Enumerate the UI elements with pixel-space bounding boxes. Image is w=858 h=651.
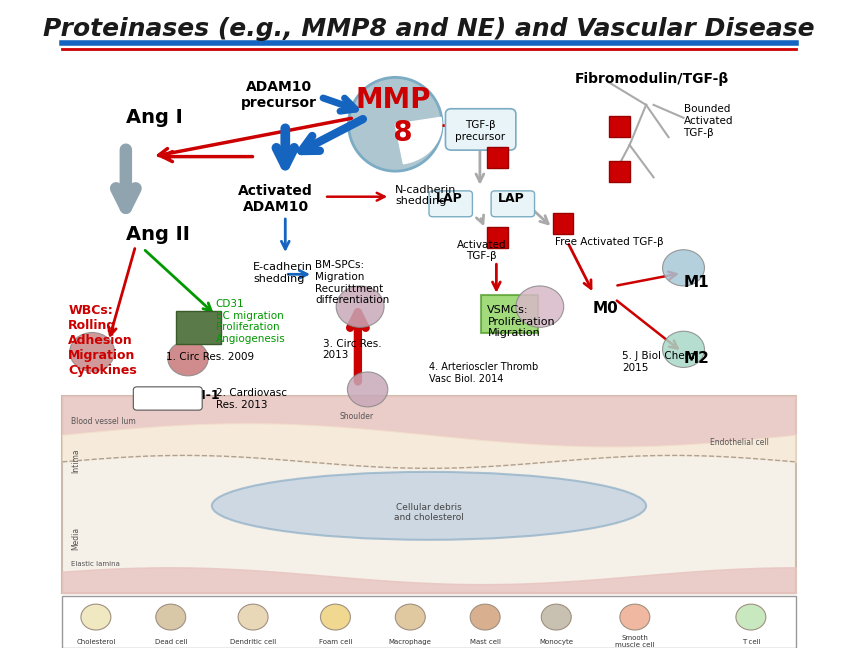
Text: Shoulder: Shoulder [339, 412, 373, 421]
Bar [481, 295, 538, 333]
Text: Dendritic cell: Dendritic cell [230, 639, 276, 644]
Text: Ang I: Ang I [126, 108, 183, 128]
Text: Cellular debris
and cholesterol: Cellular debris and cholesterol [394, 503, 464, 522]
Text: Foam cell: Foam cell [318, 639, 352, 644]
Text: Bounded
Activated
TGF-β: Bounded Activated TGF-β [684, 104, 733, 137]
Circle shape [81, 604, 111, 630]
Bar [63, 596, 795, 648]
Text: Cholesterol: Cholesterol [76, 639, 116, 644]
Text: ADAM10
precursor: ADAM10 precursor [241, 80, 317, 110]
Circle shape [662, 250, 704, 286]
Text: 2. Cardiovasc
Res. 2013: 2. Cardiovasc Res. 2013 [215, 389, 287, 410]
Text: Activated
ADAM10: Activated ADAM10 [239, 184, 313, 214]
Text: Smooth
muscle cell: Smooth muscle cell [615, 635, 655, 648]
Text: MMP
  8: MMP 8 [355, 87, 431, 146]
Text: M0: M0 [592, 301, 618, 316]
Text: Endothelial cell: Endothelial cell [710, 438, 769, 447]
Text: LAP: LAP [498, 192, 525, 205]
Circle shape [156, 604, 185, 630]
FancyBboxPatch shape [491, 191, 535, 217]
Text: M2: M2 [684, 351, 710, 366]
Text: Dead cell: Dead cell [154, 639, 187, 644]
Circle shape [736, 604, 766, 630]
Circle shape [516, 286, 564, 327]
Text: 5. J Biol Chem.
2015: 5. J Biol Chem. 2015 [622, 352, 698, 373]
Bar [176, 311, 221, 344]
Circle shape [662, 331, 704, 367]
FancyBboxPatch shape [429, 191, 473, 217]
Circle shape [347, 372, 388, 407]
Text: Blood vessel lum: Blood vessel lum [71, 417, 136, 426]
Bar [608, 116, 630, 137]
Text: TGF-β
precursor: TGF-β precursor [455, 120, 505, 141]
Text: 3. Circ Res.
2013: 3. Circ Res. 2013 [323, 339, 381, 360]
Text: BM-SPCs:
Migration
Recurittment
differentiation: BM-SPCs: Migration Recurittment differen… [315, 260, 390, 305]
Bar [553, 213, 573, 234]
Text: T cell: T cell [741, 639, 760, 644]
Text: Activated
TGF-β: Activated TGF-β [456, 240, 506, 261]
Circle shape [320, 604, 350, 630]
Text: Intima: Intima [71, 449, 80, 473]
Bar [487, 227, 508, 249]
FancyBboxPatch shape [133, 387, 202, 410]
Text: M1: M1 [684, 275, 709, 290]
Circle shape [619, 604, 650, 630]
Text: 4. Arterioscler Thromb
Vasc Biol. 2014: 4. Arterioscler Thromb Vasc Biol. 2014 [429, 363, 538, 384]
Text: E-cadherin
shedding: E-cadherin shedding [253, 262, 313, 284]
Text: Fibromodulin/TGF-β: Fibromodulin/TGF-β [575, 72, 729, 86]
Ellipse shape [212, 472, 646, 540]
FancyBboxPatch shape [445, 109, 516, 150]
Circle shape [396, 604, 426, 630]
Text: Mast cell: Mast cell [469, 639, 500, 644]
Circle shape [168, 341, 208, 376]
Text: CD31
EC migration
Proliferation
Angiogenesis: CD31 EC migration Proliferation Angiogen… [215, 299, 286, 344]
Bar [487, 147, 508, 168]
Bar [608, 161, 630, 182]
Circle shape [336, 286, 384, 327]
Text: Free Activated TGF-β: Free Activated TGF-β [555, 237, 663, 247]
Text: Media: Media [71, 527, 80, 549]
Text: Monocyte: Monocyte [540, 639, 573, 644]
Text: VCAM-1: VCAM-1 [166, 389, 221, 402]
Bar [63, 396, 795, 593]
Text: LAP: LAP [436, 192, 462, 205]
Text: 1. Circ Res. 2009: 1. Circ Res. 2009 [166, 352, 254, 362]
Text: VSMCs:
Proliferation
Migration: VSMCs: Proliferation Migration [487, 305, 555, 338]
Circle shape [470, 604, 500, 630]
Text: N-cadherin
shedding: N-cadherin shedding [396, 185, 456, 206]
Text: Macrophage: Macrophage [389, 639, 432, 644]
Text: Proteinases (e.g., MMP8 and NE) and Vascular Disease: Proteinases (e.g., MMP8 and NE) and Vasc… [43, 16, 815, 40]
Text: Ang II: Ang II [126, 225, 190, 243]
Circle shape [541, 604, 571, 630]
Ellipse shape [348, 77, 442, 171]
Text: Elastic lamina: Elastic lamina [71, 561, 120, 567]
Circle shape [69, 333, 115, 371]
Wedge shape [396, 117, 442, 164]
Text: WBCs:
Rolling
Adhesion
Migration
Cytokines: WBCs: Rolling Adhesion Migration Cytokin… [68, 305, 137, 378]
Circle shape [239, 604, 268, 630]
